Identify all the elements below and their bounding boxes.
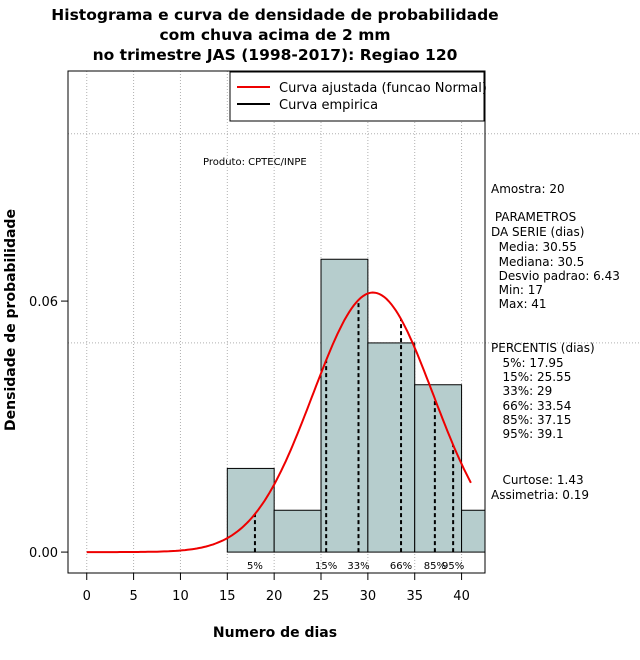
percentile-label: 95%: [442, 561, 464, 572]
percentile-label: 66%: [390, 561, 412, 572]
stat-max: Max: 41: [491, 297, 547, 311]
percentile-label: 85%: [424, 561, 446, 572]
chart-title-line-2: com chuva acima de 2 mm: [159, 26, 391, 44]
stat-media: Media: 30.55: [491, 240, 577, 254]
chart-title-line-1: Histograma e curva de densidade de proba…: [51, 6, 499, 24]
percentile-label: 15%: [315, 561, 337, 572]
params-header-1: PARAMETROS: [491, 210, 577, 224]
x-tick-label: 35: [406, 589, 423, 604]
histogram-bar: [273, 509, 322, 553]
x-tick-label: 15: [219, 589, 236, 604]
x-tick-label: 40: [453, 589, 470, 604]
x-axis-label: Numero de dias: [212, 625, 338, 641]
y-tick-label: 0.00: [29, 546, 58, 561]
percentile-66: 66%: 33.54: [491, 399, 572, 413]
histogram-bar: [461, 509, 486, 553]
x-tick-label: 20: [266, 589, 283, 604]
x-tick-label: 0: [83, 589, 91, 604]
legend-label: Curva ajustada (funcao Normal): [279, 81, 487, 96]
x-tick-label: 30: [360, 589, 377, 604]
product-credit: Produto: CPTEC/INPE: [203, 157, 307, 168]
y-tick-label: 0.06: [29, 295, 58, 310]
legend-box: [229, 71, 485, 122]
x-tick-label: 5: [129, 589, 137, 604]
x-tick-label: 25: [313, 589, 330, 604]
curtose-label: Curtose: 1.43: [491, 473, 584, 487]
normal-fit-curve: [86, 291, 472, 554]
percentile-33: 33%: 29: [491, 384, 553, 398]
stat-mediana: Mediana: 30.5: [491, 255, 585, 269]
histogram-bar: [320, 258, 369, 553]
histogram-bar: [414, 384, 463, 553]
percentile-label: 5%: [247, 561, 263, 572]
stat-desvio: Desvio padrao: 6.43: [491, 269, 620, 283]
histogram-bar: [226, 467, 275, 553]
percentile-15: 15%: 25.55: [491, 370, 572, 384]
params-header-2: DA SERIE (dias): [491, 225, 585, 239]
plot-frame: [67, 70, 486, 574]
amostra-label: Amostra: 20: [491, 182, 565, 196]
histogram-bar: [367, 342, 416, 553]
percentile-5: 5%: 17.95: [491, 356, 564, 370]
x-tick-label: 10: [172, 589, 189, 604]
stat-min: Min: 17: [491, 283, 544, 297]
percentis-header: PERCENTIS (dias): [491, 341, 595, 355]
percentile-85: 85%: 37.15: [491, 413, 572, 427]
assimetria-label: Assimetria: 0.19: [491, 488, 590, 502]
chart-title-line-3: no trimestre JAS (1998-2017): Regiao 120: [92, 46, 458, 64]
percentile-label: 33%: [347, 561, 369, 572]
y-axis-label: Densidade de probabilidade: [3, 209, 19, 431]
percentile-95: 95%: 39.1: [491, 427, 564, 441]
legend-label: Curva empirica: [279, 98, 378, 113]
